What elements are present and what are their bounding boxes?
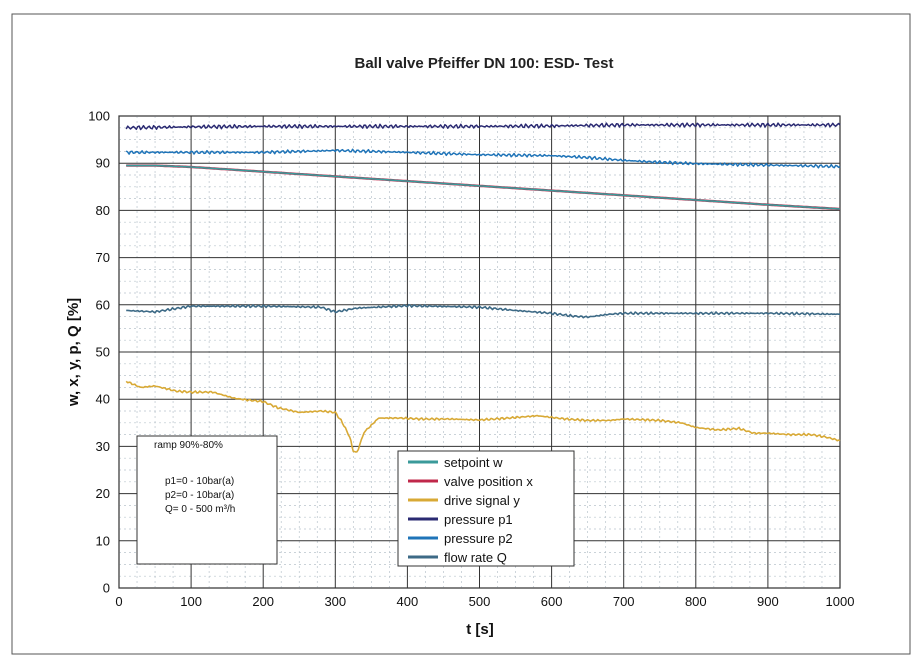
y-tick-label: 90 bbox=[96, 156, 110, 171]
x-tick-label: 500 bbox=[469, 594, 491, 609]
y-tick-label: 60 bbox=[96, 297, 110, 312]
y-axis-label: w, x, y, p, Q [%] bbox=[65, 298, 82, 407]
annotation-q-range: Q= 0 - 500 m³/h bbox=[165, 504, 235, 515]
y-axis-ticks: 0 10 20 30 40 50 60 70 80 90 100 bbox=[88, 109, 110, 596]
legend-frame bbox=[397, 450, 575, 567]
legend: setpoint w valve position x drive signal y… bbox=[397, 450, 575, 567]
series-line-setpoint-w bbox=[126, 164, 841, 210]
series-layer bbox=[125, 122, 841, 453]
legend-items: setpoint w valve position x drive signal y… bbox=[408, 455, 533, 565]
y-tick-label: 50 bbox=[96, 345, 110, 360]
y-tick-label: 20 bbox=[96, 486, 110, 501]
y-tick-label: 70 bbox=[96, 250, 110, 265]
y-tick-label: 10 bbox=[96, 533, 110, 548]
annotation-box: ramp 90%-80% p1=0 - 10bar(a) p2=0 - 10ba… bbox=[136, 435, 278, 565]
y-tick-label: 100 bbox=[88, 109, 110, 124]
y-tick-label: 30 bbox=[96, 439, 110, 454]
x-tick-label: 800 bbox=[685, 594, 707, 609]
x-tick-label: 700 bbox=[613, 594, 635, 609]
x-tick-label: 0 bbox=[115, 594, 122, 609]
annotation-ramp: ramp 90%-80% bbox=[154, 440, 223, 451]
legend-label-drive-signal-y: drive signal y bbox=[444, 493, 520, 508]
x-tick-label: 300 bbox=[324, 594, 346, 609]
series-line-drive-signal-y bbox=[125, 380, 841, 453]
x-tick-label: 200 bbox=[252, 594, 274, 609]
annotation-p1-range: p1=0 - 10bar(a) bbox=[165, 476, 234, 487]
annotation-box-frame bbox=[136, 435, 278, 565]
legend-label-pressure-p1: pressure p1 bbox=[444, 512, 513, 527]
series-line-pressure-p1 bbox=[125, 122, 841, 131]
x-tick-label: 1000 bbox=[826, 594, 855, 609]
y-tick-label: 0 bbox=[103, 581, 110, 596]
series-line-pressure-p2 bbox=[125, 148, 841, 169]
y-tick-label: 80 bbox=[96, 203, 110, 218]
x-tick-label: 400 bbox=[397, 594, 419, 609]
y-tick-label: 40 bbox=[96, 392, 110, 407]
legend-label-valve-position-x: valve position x bbox=[444, 474, 533, 489]
legend-label-flow-rate-q: flow rate Q bbox=[444, 550, 507, 565]
legend-label-setpoint-w: setpoint w bbox=[444, 455, 503, 470]
legend-label-pressure-p2: pressure p2 bbox=[444, 531, 513, 546]
x-tick-label: 900 bbox=[757, 594, 779, 609]
series-line-flow-rate-q bbox=[126, 303, 840, 319]
annotation-p2-range: p2=0 - 10bar(a) bbox=[165, 490, 234, 501]
chart-title: Ball valve Pfeiffer DN 100: ESD- Test bbox=[355, 55, 614, 72]
x-axis-ticks: 0 100 200 300 400 500 600 700 800 900 1000 bbox=[115, 594, 854, 609]
x-tick-label: 600 bbox=[541, 594, 563, 609]
x-axis-label: t [s] bbox=[466, 621, 494, 638]
x-tick-label: 100 bbox=[180, 594, 202, 609]
